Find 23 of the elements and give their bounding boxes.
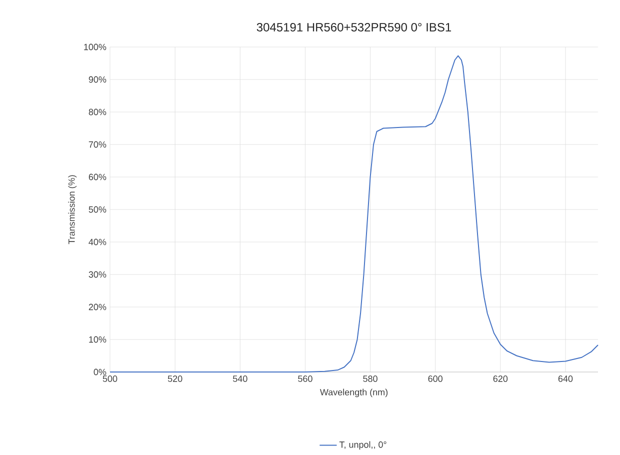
y-tick-label: 80% xyxy=(88,108,106,116)
y-tick-label: 40% xyxy=(88,238,106,246)
y-tick-label: 100% xyxy=(84,44,106,50)
x-tick-label: 600 xyxy=(428,376,442,382)
y-tick-label: 70% xyxy=(88,141,106,148)
y-tick-label: 50% xyxy=(88,206,106,213)
x-tick-label: 620 xyxy=(493,376,508,382)
y-tick-label: 10% xyxy=(89,336,106,343)
x-tick-label: 500 xyxy=(102,376,118,382)
y-axis-title: Transmission (%) xyxy=(68,175,77,244)
x-tick-label: 580 xyxy=(363,376,378,382)
x-tick-label: 560 xyxy=(298,376,312,382)
x-tick-label: 640 xyxy=(558,376,573,382)
y-tick-label: 20% xyxy=(88,304,106,310)
y-tick-label: 0% xyxy=(94,368,106,376)
x-axis-title: Wavelength (nm) xyxy=(320,388,388,398)
x-tick-label: 520 xyxy=(168,376,182,382)
y-tick-label: 90% xyxy=(88,76,106,83)
y-tick-label: 60% xyxy=(88,174,106,180)
legend-label: T, unpol,, 0° xyxy=(339,441,386,450)
y-tick-label: 30% xyxy=(88,271,106,278)
chart-title: 3045191 HR560+532PR590 0° IBS1 xyxy=(256,22,452,32)
x-tick-label: 540 xyxy=(232,376,248,382)
